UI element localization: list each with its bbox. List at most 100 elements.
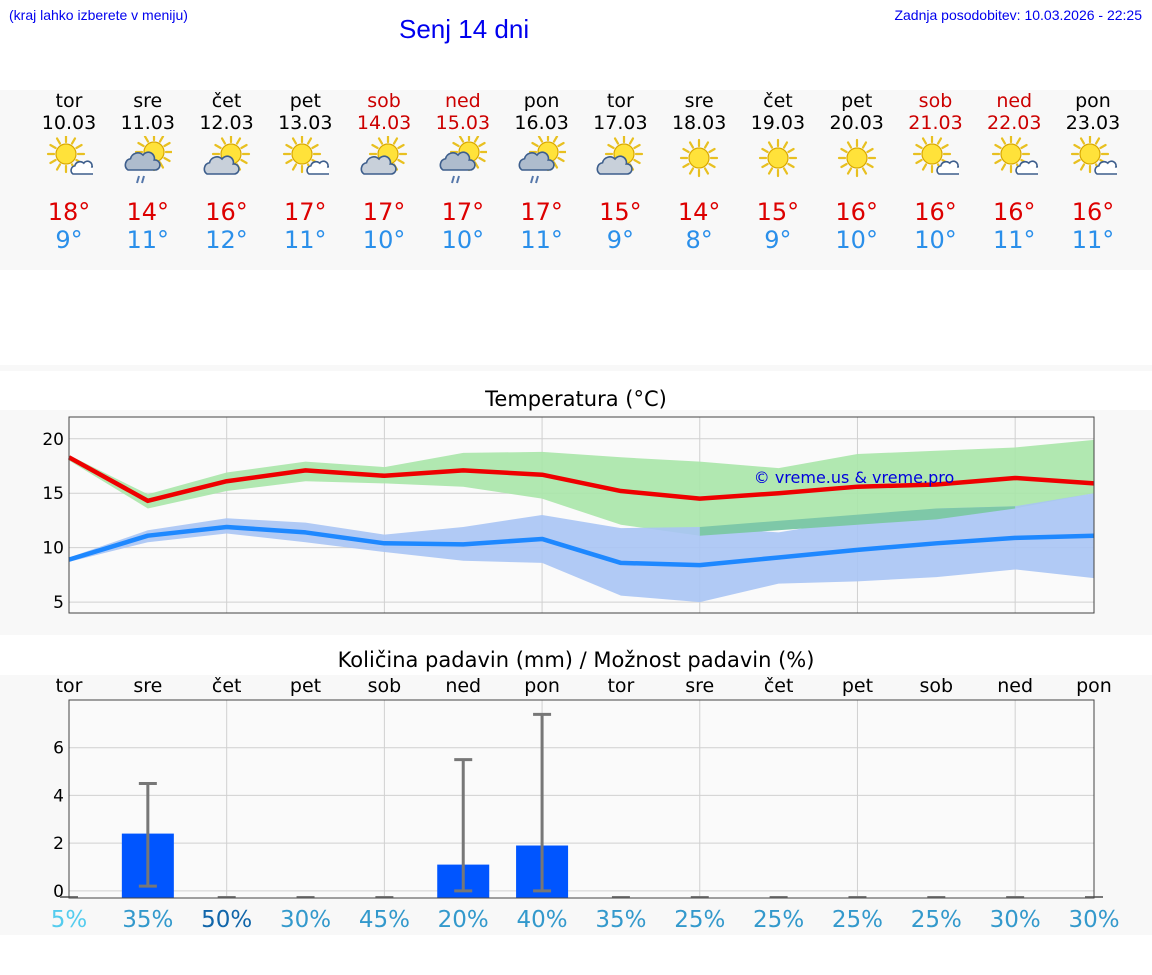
day-date: 19.03 <box>750 112 806 134</box>
sun-cloud-icon <box>992 136 1039 175</box>
daily-forecast: tor 10.03 18° 9° sre 11.03 14° 11° čet 12.03 16° 12… <box>0 90 1152 270</box>
min-temperature: 11° <box>520 226 563 254</box>
sun-cloud-icon <box>913 136 960 175</box>
max-temperature: 16° <box>205 198 248 226</box>
y-tick-label: 5 <box>53 593 64 613</box>
min-temperature: 12° <box>205 226 248 254</box>
precip-probability: 25% <box>674 907 725 933</box>
x-tick-label: čet <box>764 675 794 697</box>
day-name: tor <box>55 90 83 112</box>
min-temperature: 9° <box>55 226 83 254</box>
sun-icon <box>837 138 876 178</box>
partly-cloudy-icon <box>360 136 408 175</box>
day-name: pet <box>841 90 873 112</box>
x-tick-label: tor <box>607 675 634 697</box>
x-tick-label: pet <box>842 675 873 697</box>
y-tick-label: 6 <box>53 739 64 759</box>
y-tick-label: 15 <box>42 484 64 504</box>
rain-shower-icon <box>124 136 172 184</box>
precip-probability: 30% <box>280 907 331 933</box>
x-tick-label: sob <box>920 675 954 697</box>
x-tick-label: sre <box>685 675 714 697</box>
max-temperature: 17° <box>362 198 406 226</box>
precip-probability: 25% <box>753 907 804 933</box>
x-tick-label: ned <box>445 675 481 697</box>
max-temperature: 16° <box>914 198 957 226</box>
separator-band <box>0 365 1152 371</box>
precip-probability: 30% <box>1068 907 1119 933</box>
day-name: sob <box>367 90 401 112</box>
plot-area <box>69 700 1094 898</box>
day-name: sre <box>684 90 714 112</box>
x-tick-label: sre <box>133 675 162 697</box>
day-date: 16.03 <box>514 112 569 134</box>
day-date: 10.03 <box>41 112 97 134</box>
max-temperature: 17° <box>441 198 485 226</box>
max-range-band <box>69 439 1094 536</box>
max-temperature: 18° <box>47 198 91 226</box>
min-temperature: 10° <box>914 226 957 254</box>
precip-probability: 25% <box>911 907 962 933</box>
y-tick-label: 10 <box>42 539 64 559</box>
precip-probability: 40% <box>517 907 568 933</box>
day-date: 13.03 <box>278 112 333 134</box>
day-name: ned <box>996 90 1033 112</box>
sun-cloud-icon <box>283 136 330 175</box>
precip-probability: 50% <box>201 907 252 933</box>
max-temperature: 16° <box>835 198 878 226</box>
forecast-band <box>0 90 1152 270</box>
day-name: sob <box>918 90 953 112</box>
sun-icon <box>758 138 798 178</box>
y-tick-label: 20 <box>42 430 64 450</box>
y-tick-label: 2 <box>53 834 64 854</box>
day-date: 14.03 <box>356 112 412 134</box>
min-range-band <box>69 493 1094 603</box>
day-date: 20.03 <box>829 112 884 134</box>
precip-probability: 25% <box>832 907 883 933</box>
day-name: pon <box>1075 90 1111 112</box>
x-tick-label: pon <box>1076 675 1112 697</box>
min-temperature: 10° <box>441 226 485 254</box>
location-hint[interactable]: (kraj lahko izberete v meniju) <box>9 7 188 23</box>
partly-cloudy-icon <box>203 136 250 175</box>
max-temperature: 17° <box>284 198 327 226</box>
plot-frame <box>68 416 1095 614</box>
min-temperature: 11° <box>992 226 1036 254</box>
min-temperature: 8° <box>685 226 713 254</box>
precipitation-chart: tor sre čet pet sob ned pon tor sre čet pet sob ned p… <box>51 675 1120 933</box>
min-temperature: 11° <box>284 226 327 254</box>
day-name: ned <box>444 90 481 112</box>
day-name: pon <box>523 90 560 112</box>
last-updated: Zadnja posodobitev: 10.03.2026 - 22:25 <box>894 7 1142 23</box>
precip-probability: 35% <box>122 907 173 933</box>
day-date: 22.03 <box>987 112 1042 134</box>
overlap-band <box>699 506 1016 536</box>
max-temperature-line <box>67 455 1095 504</box>
min-temperature: 10° <box>362 226 406 254</box>
min-temperature: 11° <box>126 226 170 254</box>
sun-cloud-icon <box>1070 136 1117 175</box>
min-temperature: 10° <box>835 226 878 254</box>
day-name: tor <box>606 90 634 112</box>
watermark: © vreme.us & vreme.pro <box>754 468 955 487</box>
max-temperature: 16° <box>1071 198 1115 226</box>
x-tick-label: pet <box>290 675 321 697</box>
precip-probability: 20% <box>438 907 489 933</box>
precip-probability: 35% <box>595 907 646 933</box>
day-name: čet <box>763 90 793 112</box>
x-tick-label: čet <box>212 675 242 697</box>
sun-cloud-icon <box>46 136 93 175</box>
y-tick-label: 4 <box>53 786 64 806</box>
day-date: 12.03 <box>199 112 254 134</box>
max-temperature: 17° <box>520 198 563 226</box>
x-tick-label: sob <box>368 675 402 697</box>
max-temperature: 14° <box>126 198 170 226</box>
plot-frame <box>68 699 1095 899</box>
x-tick-label: pon <box>524 675 560 697</box>
temperature-chart-title: Temperatura (°C) <box>485 387 667 411</box>
max-temperature: 15° <box>756 198 800 226</box>
rain-shower-icon <box>439 136 487 184</box>
day-date: 18.03 <box>671 112 727 134</box>
max-temperature: 15° <box>599 198 642 226</box>
day-date: 21.03 <box>908 112 963 134</box>
